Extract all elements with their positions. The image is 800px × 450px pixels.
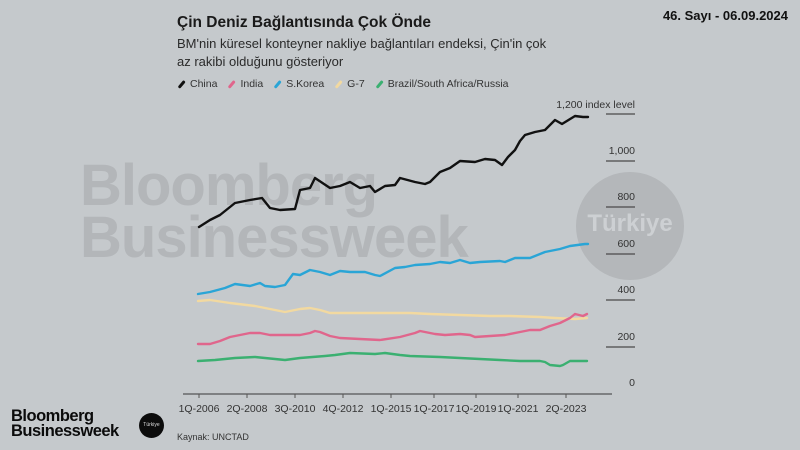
turkiye-badge-icon: Türkiye xyxy=(139,413,164,438)
legend-item-china: China xyxy=(177,78,217,90)
y-label-800: 800 xyxy=(617,191,635,203)
watermark-text: Bloomberg Businessweek xyxy=(80,153,469,270)
y-label-400: 400 xyxy=(617,284,635,296)
legend-item-g7: G-7 xyxy=(334,78,365,90)
series-line-s-korea xyxy=(196,242,590,296)
legend-label: S.Korea xyxy=(286,78,325,90)
x-label: 3Q-2010 xyxy=(274,403,316,415)
chart-title: Çin Deniz Bağlantısında Çok Önde xyxy=(177,14,432,31)
legend-item-skorea: S.Korea xyxy=(273,78,324,90)
x-label: 2Q-2008 xyxy=(226,403,268,415)
series-line-china xyxy=(197,114,590,229)
chart-legend: China India S.Korea G-7 Brazil/South Afr… xyxy=(177,78,509,90)
legend-item-brics: Brazil/South Africa/Russia xyxy=(375,78,509,90)
x-label: 1Q-2017 xyxy=(413,403,455,415)
legend-label: China xyxy=(190,78,218,90)
x-label: 4Q-2012 xyxy=(322,403,364,415)
x-tick-marks xyxy=(198,394,567,398)
legend-label: India xyxy=(240,78,264,90)
x-label: 2Q-2023 xyxy=(545,403,587,415)
watermark-circle: Türkiye xyxy=(576,172,684,280)
source-note: Kaynak: UNCTAD xyxy=(177,432,249,442)
legend-item-india: India xyxy=(227,78,263,90)
bloomberg-businessweek-logo: Bloomberg Businessweek xyxy=(11,407,119,440)
series-line-brazil-south-africa-russia xyxy=(196,351,589,368)
y-label-1000: 1,000 xyxy=(608,145,635,157)
legend-label: G-7 xyxy=(347,78,365,90)
series-line-g-7 xyxy=(196,298,589,321)
chart-subtitle: BM'nin küresel konteyner nakliye bağlant… xyxy=(177,36,547,69)
series-lines xyxy=(196,114,590,368)
x-label: 1Q-2006 xyxy=(178,403,220,415)
y-tick-lines xyxy=(606,113,635,348)
x-label: 1Q-2019 xyxy=(455,403,497,415)
y-label-0: 0 xyxy=(629,377,635,389)
x-label: 1Q-2021 xyxy=(497,403,539,415)
y-label-1200: 1,200 index level xyxy=(556,99,635,111)
y-label-200: 200 xyxy=(617,331,635,343)
series-line-india xyxy=(196,312,589,346)
issue-date: 46. Sayı - 06.09.2024 xyxy=(662,8,788,23)
y-label-600: 600 xyxy=(617,238,635,250)
x-label: 1Q-2015 xyxy=(370,403,412,415)
legend-label: Brazil/South Africa/Russia xyxy=(387,78,509,90)
